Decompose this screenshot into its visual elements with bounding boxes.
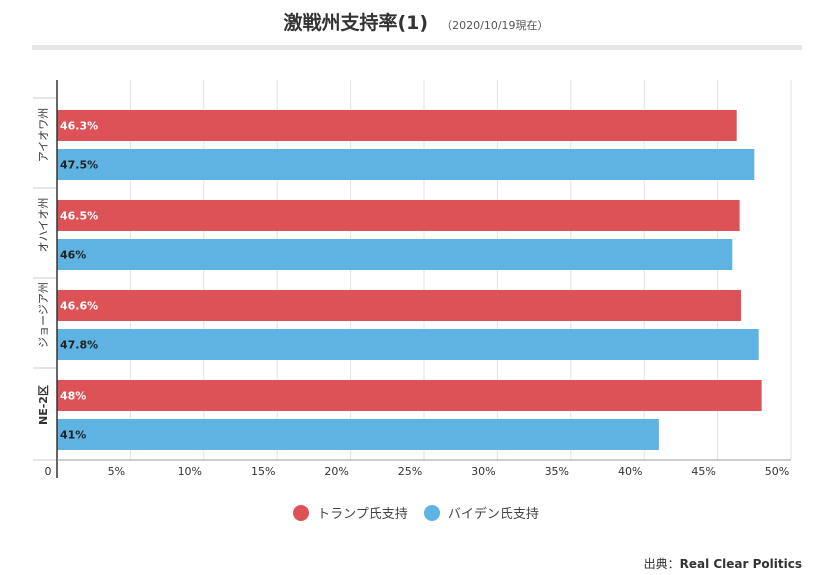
bar-biden xyxy=(57,329,759,360)
x-tick-label: 40% xyxy=(618,465,642,478)
title-divider xyxy=(32,45,802,50)
bar-trump xyxy=(57,110,737,141)
bar-trump xyxy=(57,380,762,411)
legend-item-biden[interactable]: バイデン氏支持 xyxy=(423,503,539,522)
x-tick-label: 35% xyxy=(545,465,569,478)
source-credit: 出典：Real Clear Politics xyxy=(644,555,802,572)
bar-trump xyxy=(57,290,742,321)
x-tick-label: 30% xyxy=(471,465,495,478)
x-tick-label: 50% xyxy=(765,465,789,478)
bar-biden xyxy=(57,149,755,180)
x-tick-label: 10% xyxy=(178,465,202,478)
x-tick-label: 25% xyxy=(398,465,422,478)
x-tick-label: 5% xyxy=(108,465,125,478)
legend-label-trump: トランプ氏支持 xyxy=(317,507,408,522)
bar-biden xyxy=(57,239,733,270)
source-name: Real Clear Politics xyxy=(679,557,802,571)
category-label: ジョージア州 xyxy=(37,282,50,348)
category-label: オハイオ州 xyxy=(37,198,50,253)
legend-item-trump[interactable]: トランプ氏支持 xyxy=(293,503,408,522)
x-tick-label: 15% xyxy=(251,465,275,478)
data-label: 46.6% xyxy=(60,300,98,313)
data-label: 47.8% xyxy=(60,339,98,352)
category-label: アイオワ州 xyxy=(37,108,50,162)
x-tick-label: 45% xyxy=(691,465,715,478)
legend-label-biden: バイデン氏支持 xyxy=(447,507,539,522)
chart-subtitle: （2020/10/19現在） xyxy=(441,19,549,32)
data-label: 48% xyxy=(60,390,86,403)
data-label: 46.3% xyxy=(60,120,98,133)
data-label: 46% xyxy=(60,249,86,262)
category-label: NE-2区 xyxy=(37,385,50,425)
data-label: 46.5% xyxy=(60,210,98,223)
chart-title: 激戦州支持率(1) xyxy=(283,12,429,34)
bar-chart: アイオワ州 46.3% 47.5% オハイオ州 46.5% 46% ジョージア州 46.6% 4… xyxy=(33,80,792,478)
data-label: 47.5% xyxy=(60,159,98,172)
chart-header: 激戦州支持率(1) （2020/10/19現在） xyxy=(0,8,832,35)
x-tick-label: 20% xyxy=(324,465,348,478)
bar-trump xyxy=(57,200,740,231)
source-label: 出典： xyxy=(643,557,680,571)
bar-biden xyxy=(57,419,659,450)
legend-swatch-biden xyxy=(423,504,440,521)
legend-swatch-trump xyxy=(293,504,310,521)
x-tick-label: 0 xyxy=(45,465,52,478)
chart-legend: トランプ氏支持 バイデン氏支持 xyxy=(0,503,832,525)
data-label: 41% xyxy=(60,429,86,442)
